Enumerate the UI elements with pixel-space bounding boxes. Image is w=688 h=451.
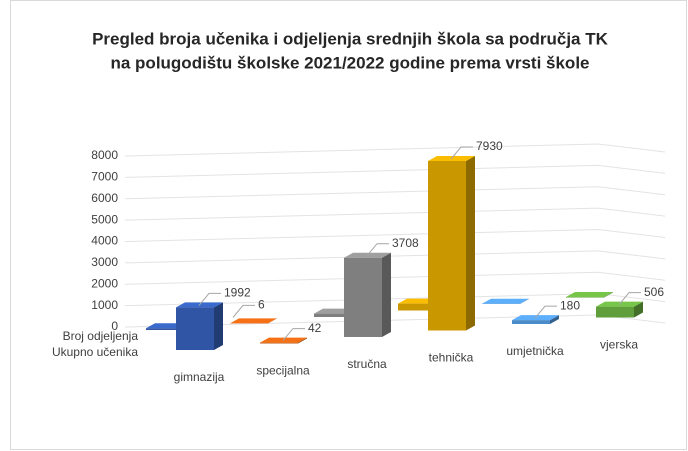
bar-face	[268, 318, 277, 324]
bar-face	[512, 320, 550, 324]
y-tick-label: 6000	[91, 191, 118, 205]
bar-face	[466, 155, 475, 331]
data-label: 6	[258, 298, 265, 312]
grid-line	[124, 186, 666, 200]
leader-line	[366, 243, 389, 257]
bar	[566, 292, 613, 298]
data-label: 42	[308, 321, 322, 335]
y-tick-label: 7000	[91, 170, 118, 184]
bar-face	[344, 257, 382, 337]
bar-face	[596, 306, 634, 318]
bar	[428, 155, 475, 331]
bar-face	[634, 301, 643, 318]
leader-line	[282, 328, 305, 341]
grid-line	[124, 228, 666, 242]
leader-line	[534, 305, 557, 319]
bar-face	[482, 298, 529, 304]
x-tick-label: tehnička	[429, 351, 474, 365]
chart-frame	[10, 0, 687, 450]
bar-face	[214, 302, 223, 350]
data-label: 7930	[476, 139, 503, 153]
bar-face	[314, 313, 352, 317]
data-label: 3708	[392, 236, 419, 250]
grid-line	[124, 271, 666, 285]
bar	[230, 318, 277, 324]
bar	[482, 298, 529, 304]
chart-title: Pregled broja učenika i odjeljenja sredn…	[92, 29, 609, 48]
bar-face	[176, 307, 214, 350]
leader-line	[450, 146, 473, 160]
x-tick-label: stručna	[347, 357, 387, 371]
x-tick-label: umjetnička	[506, 344, 564, 358]
y-tick-label: 0	[111, 319, 118, 333]
grid-line	[124, 250, 666, 264]
bar	[344, 252, 391, 337]
bar-face	[398, 303, 436, 311]
x-tick-label: specijalna	[256, 364, 310, 378]
y-tick-label: 8000	[91, 148, 118, 162]
bar	[512, 315, 559, 324]
bar	[176, 302, 223, 350]
x-tick-label: gimnazija	[174, 370, 225, 384]
series-label: Ukupno učenika	[52, 345, 138, 359]
bar-face	[550, 315, 559, 324]
y-tick-label: 5000	[91, 212, 118, 226]
bar-face	[298, 337, 307, 344]
y-tick-label: 4000	[91, 234, 118, 248]
grid-line	[124, 207, 666, 221]
bar-face	[428, 160, 466, 331]
y-tick-label: 3000	[91, 255, 118, 269]
bar-face	[566, 292, 613, 298]
bar-face	[604, 292, 613, 298]
grid-line	[124, 143, 666, 157]
bar-face	[382, 252, 391, 337]
data-label: 180	[560, 298, 580, 312]
series-label: Broj odjeljenja	[63, 329, 139, 343]
y-tick-label: 2000	[91, 276, 118, 290]
data-label: 1992	[224, 286, 251, 300]
bar-face	[520, 298, 529, 304]
grid-line	[124, 164, 666, 178]
data-label: 506	[644, 285, 664, 299]
x-tick-label: vjerska	[600, 338, 638, 352]
leader-line	[618, 292, 641, 306]
leader-line	[232, 304, 255, 318]
chart-title: na polugodištu školske 2021/2022 godine …	[110, 53, 589, 72]
bar-face	[146, 328, 184, 330]
bar-face	[230, 318, 277, 324]
bar-face	[260, 342, 298, 344]
leader-line	[198, 292, 221, 306]
y-tick-label: 1000	[91, 298, 118, 312]
